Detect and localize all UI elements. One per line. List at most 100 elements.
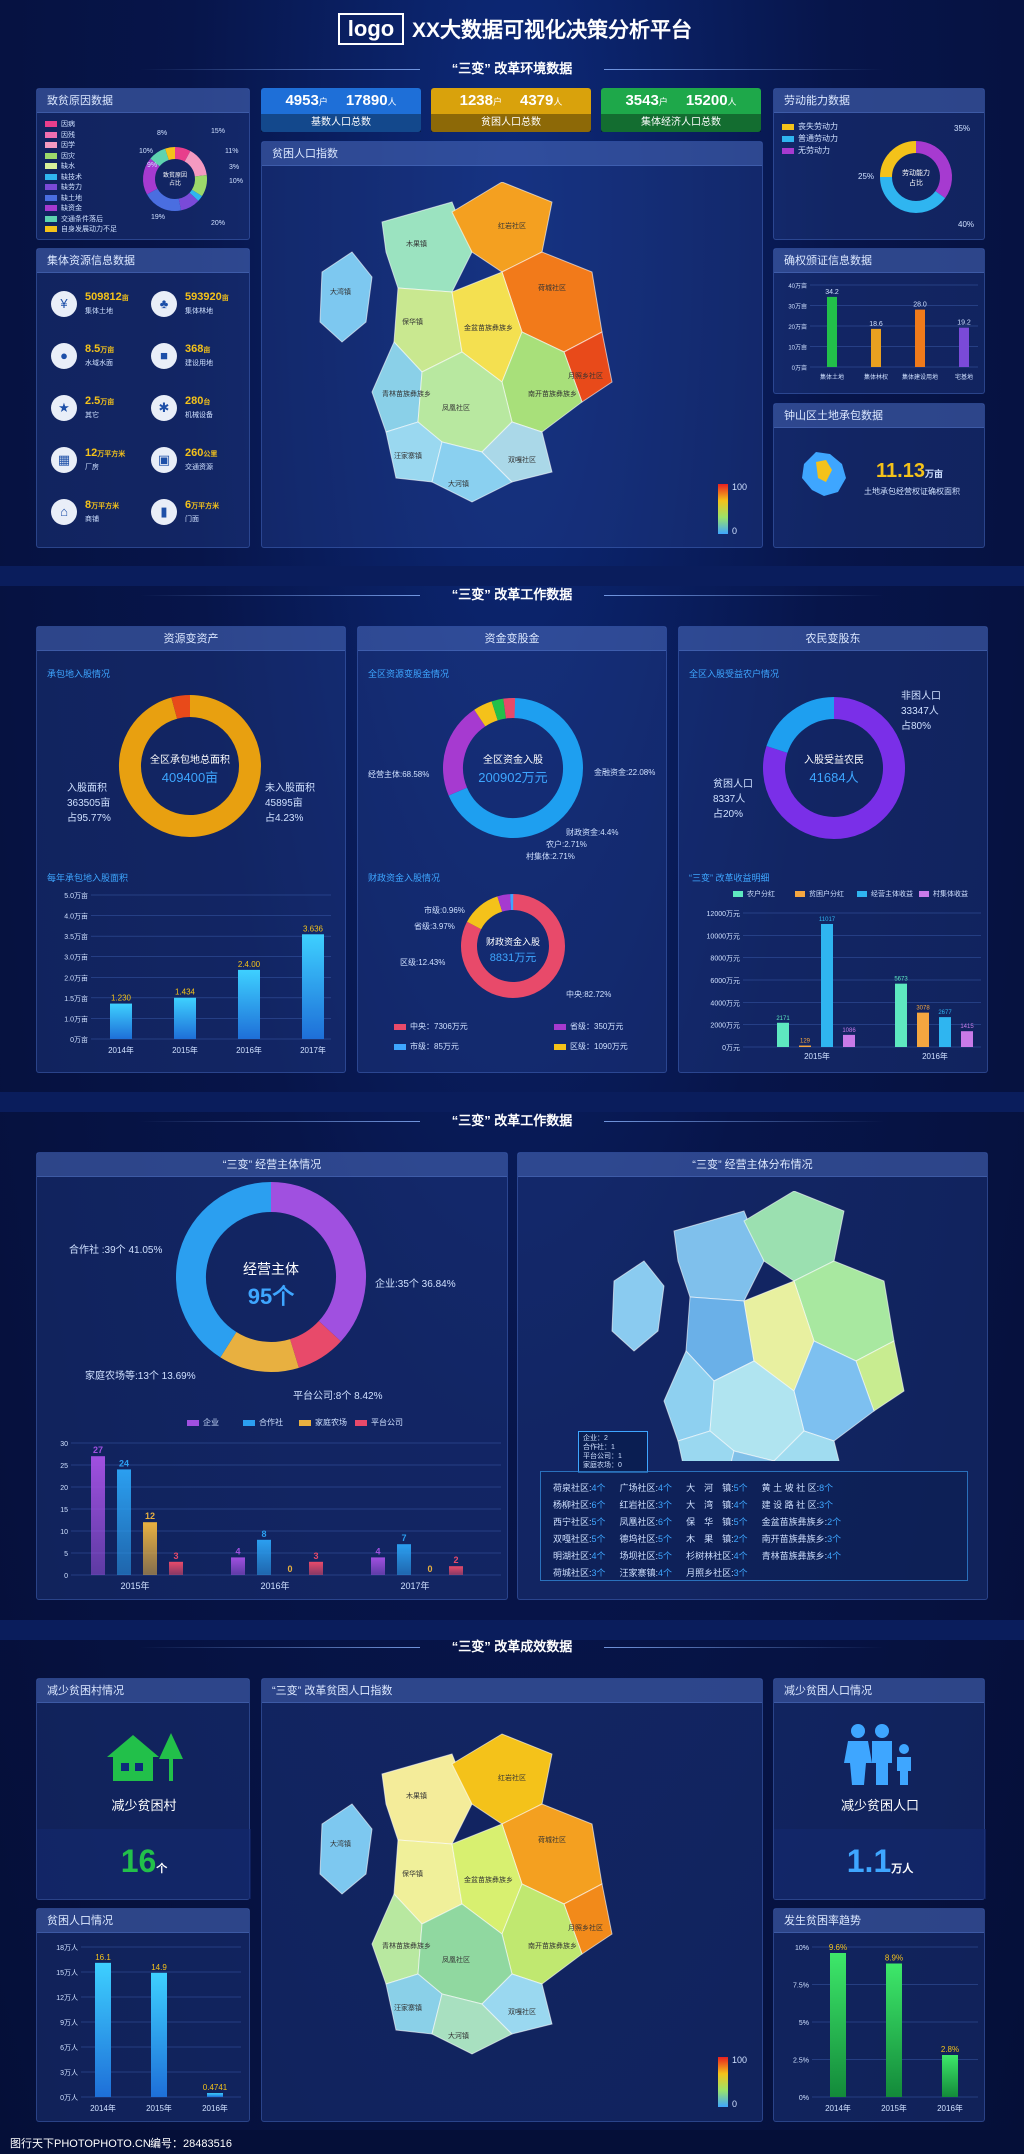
x-tick-label: 2016年 <box>260 1580 289 1591</box>
x-tick-label: 2015年 <box>881 2103 907 2113</box>
x-tick-label: 2015年 <box>120 1580 149 1591</box>
x-tick-label: 2017年 <box>400 1580 429 1591</box>
cause-slice <box>165 147 176 161</box>
result-map-region <box>319 1803 373 1895</box>
farmer-to-shareholder-panel: 农民变股东 全区入股受益农户情况 入股受益农民 41684人 贫困人口 8337人… <box>678 626 988 1073</box>
map-region-label: 汪家寨镇 <box>394 2003 422 2012</box>
table-cell: 大 河 镇:5个 <box>686 1483 748 1493</box>
bus-icon: ▣ <box>151 447 177 473</box>
distribution-table-box: 荷泉社区:4个 广场社区:4个 大 河 镇:5个 黄 土 坡 社 区:8个 杨柳社区:6… <box>540 1471 968 1581</box>
legend-item: 区级：1090万元 <box>554 1041 628 1052</box>
bar-value-label: 2 <box>453 1555 458 1565</box>
rights-bar <box>827 296 837 367</box>
panel-title: 资金变股金 <box>358 627 666 651</box>
legend-item: 合作社 <box>243 1417 283 1428</box>
distribution-panel: “三变” 经营主体分布情况 企业：2 合作社：1 平台公司：1 家庭农场：0 荷泉社区… <box>517 1152 988 1600</box>
tree-icon: ♣ <box>151 291 177 317</box>
legend-item: 农户分红 <box>733 889 775 900</box>
distribution-map-region <box>677 1430 735 1461</box>
stat-label: 集体经济人口总数 <box>601 114 761 132</box>
fiscal-donut <box>461 894 565 998</box>
table-cell: 红岩社区:3个 <box>619 1500 673 1510</box>
bar-value-label: 2677 <box>938 1010 952 1016</box>
fiscal-label-city: 市级:0.96% <box>424 906 465 915</box>
labor-slice <box>915 141 952 199</box>
rate-bar <box>830 1953 846 2097</box>
legend-swatch <box>187 1419 199 1426</box>
bar-value-label: 19.2 <box>957 320 971 327</box>
panel-title: 减少贫困人口情况 <box>774 1679 984 1703</box>
panel-title: “三变” 改革贫困人口指数 <box>262 1679 762 1703</box>
resource-item: ★ 2.5万亩 其它 <box>51 391 161 427</box>
legend-swatch <box>45 121 57 128</box>
section-title-work-2: “三变” 改革工作数据 <box>0 1106 1024 1136</box>
map-region-label: 南开苗族彝族乡 <box>528 1941 577 1950</box>
entity-label-coop: 合作社 :39个 41.05% <box>69 1245 163 1256</box>
table-cell: 青林苗族彝族乡:4个 <box>761 1551 842 1561</box>
legend-label: 丧失劳动力 <box>798 122 838 131</box>
stat-label: 贫困人口总数 <box>431 114 591 132</box>
fund-label-operator: 经营主体:68.58% <box>368 770 430 779</box>
poverty-map-region <box>319 251 373 343</box>
entity-bar <box>257 1539 271 1575</box>
pop-bar <box>95 1962 111 2097</box>
section-title-results: “三变” 改革成效数据 <box>0 1632 1024 1662</box>
y-tick-label: 0% <box>799 2095 809 2102</box>
section-title-environment: “三变” 改革环境数据 <box>0 54 1024 84</box>
legend-swatch <box>554 1023 566 1030</box>
legend-item: 缺劳力 <box>45 182 82 193</box>
table-cell: 明湖社区:4个 <box>553 1551 606 1561</box>
x-tick-label: 集体土地 <box>820 373 844 381</box>
labor-pct-label: 25% <box>858 172 874 181</box>
map-region-label: 大湾镇 <box>330 287 351 296</box>
y-tick-label: 6000万元 <box>710 977 740 985</box>
x-tick-label: 2016年 <box>202 2103 228 2113</box>
entity-label-farm: 家庭农场等:13个 13.69% <box>85 1371 196 1382</box>
y-tick-label: 0万元 <box>722 1044 740 1052</box>
gear-icon: ✱ <box>151 395 177 421</box>
legend-item: 因灾 <box>45 151 75 162</box>
section-title-work-1: “三变” 改革工作数据 <box>0 580 1024 610</box>
resource-item: ■ 368亩 建设用地 <box>151 339 261 375</box>
result-map-region <box>431 1993 513 2055</box>
x-tick-label: 2016年 <box>236 1045 262 1055</box>
bar-value-label: 11017 <box>819 917 836 923</box>
reduce-village-panel: 减少贫困村情况 减少贫困村 16个 <box>36 1678 251 1900</box>
cause-slice <box>191 174 207 197</box>
y-tick-label: 10万亩 <box>788 344 807 352</box>
cause-pct-label: 3% <box>229 164 239 171</box>
legend-swatch <box>857 891 867 898</box>
panel-title: “三变” 经营主体分布情况 <box>518 1153 987 1177</box>
fiscal-label-province: 省级:3.97% <box>414 922 455 931</box>
bar-value-label: 1.434 <box>175 988 196 997</box>
cause-pct-label: 11% <box>225 148 239 155</box>
legend-swatch <box>45 163 57 170</box>
legend-item: 因学 <box>45 140 75 151</box>
y-tick-label: 3.5万亩 <box>64 932 88 941</box>
y-tick-label: 3.0万亩 <box>64 953 88 962</box>
resource-label: 商铺 <box>85 516 99 523</box>
fund-label-village: 村集体:2.71% <box>526 852 575 861</box>
poverty-rate-chart: 10% 7.5% 5% 2.5% 0% 9.6% 2014年 8.9% 2015年 2.8% 201… <box>793 1943 978 2113</box>
area-bar <box>238 969 260 1039</box>
legend-item: 企业 <box>187 1417 219 1428</box>
resource-item: ¥509812亩 集体土地 <box>51 287 161 323</box>
y-tick-label: 12万人 <box>56 1994 78 2002</box>
map-scale-min: 0 <box>732 2099 738 2109</box>
reduce-value-box <box>774 1829 986 1899</box>
header: logo XX大数据可视化决策分析平台 <box>0 0 1024 56</box>
contract-land-donut <box>119 695 261 837</box>
map-region-label: 南开苗族彝族乡 <box>528 389 577 398</box>
panel-title: 确权颁证信息数据 <box>774 249 984 273</box>
bar-value-label: 9.6% <box>829 1943 847 1952</box>
stat-box: 1238户 4379人 贫困人口总数 <box>431 88 591 132</box>
table-cell: 汪家寨镇:4个 <box>619 1568 673 1578</box>
entity-bar <box>117 1469 131 1575</box>
x-tick-label: 2016年 <box>937 2103 963 2113</box>
resource-item: ▣ 260公里 交通资源 <box>151 443 261 479</box>
joined-area-label: 入股面积 363505亩 占95.77% <box>67 783 111 824</box>
donut-center-value: 200902万元 <box>478 770 548 785</box>
bar-value-label: 4 <box>375 1546 380 1556</box>
